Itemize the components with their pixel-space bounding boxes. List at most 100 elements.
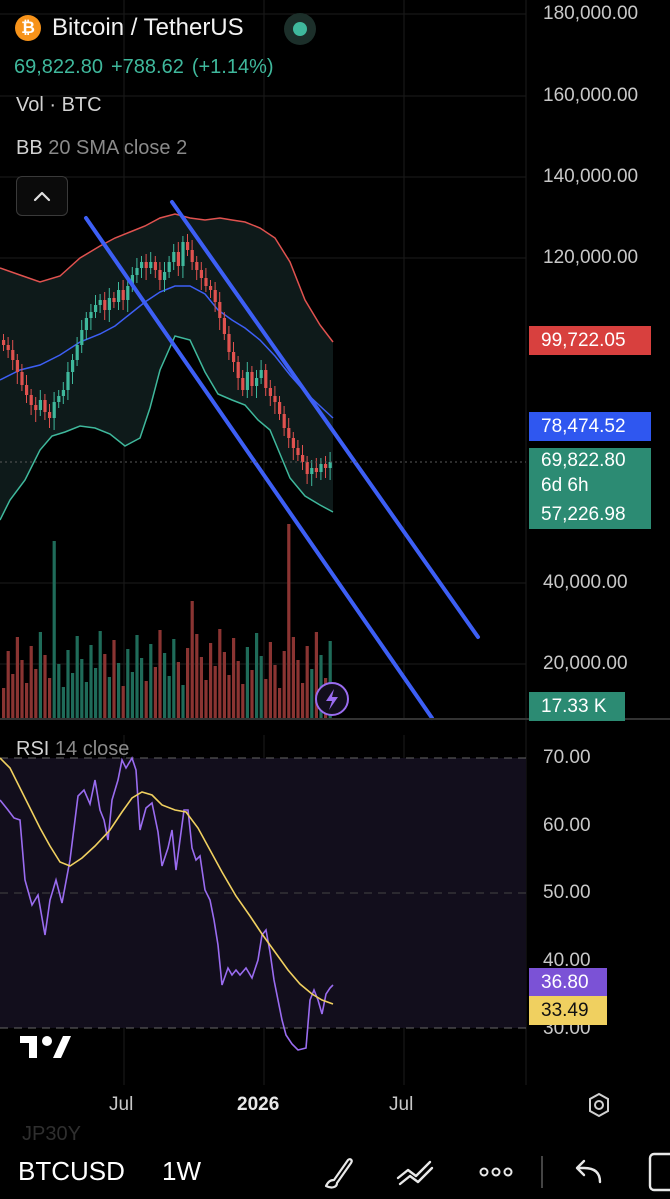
candle (222, 318, 226, 334)
status-dot-icon (293, 22, 307, 36)
volume-bar (314, 632, 318, 718)
volume-bar (135, 635, 139, 718)
candle (255, 378, 259, 386)
rsi-axis-tick: 40.00 (543, 950, 591, 971)
candle (163, 272, 167, 280)
volume-bar (176, 662, 180, 718)
price-axis-tick: 120,000.00 (543, 247, 639, 268)
candle (140, 262, 144, 268)
volume-bar (222, 652, 226, 718)
volume-bar (98, 631, 102, 718)
rsi-indicator-label[interactable]: RSI 14 close (16, 738, 129, 761)
volume-bar (144, 681, 148, 718)
volume-bar (2, 688, 6, 718)
volume-bar (255, 633, 259, 718)
candle (98, 300, 102, 305)
rsi-name: RSI (16, 738, 50, 760)
candle (84, 318, 88, 330)
undo-button[interactable] (570, 1152, 610, 1197)
candle (29, 395, 33, 405)
rsi-line (0, 756, 334, 1051)
volume-bar (38, 632, 42, 718)
candle (241, 378, 245, 390)
last-price-tag-value: 69,822.80 (541, 450, 626, 471)
trendline-upper[interactable] (170, 200, 480, 639)
candle (209, 286, 213, 290)
market-open-indicator (284, 13, 316, 45)
candle (34, 405, 38, 410)
rsi-axis-tick: 70.00 (543, 747, 591, 768)
redo-button[interactable] (640, 1150, 670, 1194)
volume-bar (75, 636, 79, 718)
price-axis-tick: 40,000.00 (543, 572, 628, 593)
candle (144, 262, 148, 268)
chart-canvas[interactable] (0, 0, 670, 1140)
candle (236, 362, 240, 378)
rsi-band-fill (0, 758, 526, 1028)
price-change-pct: (+1.14%) (191, 56, 274, 78)
candle (112, 298, 116, 302)
volume-bar (52, 541, 56, 718)
candle (176, 252, 180, 266)
trendline-lower[interactable] (84, 216, 434, 720)
trend-line-icon (396, 1160, 434, 1186)
volume-bar (236, 661, 240, 718)
bb-params: 20 SMA close 2 (48, 137, 188, 159)
volume-bar (273, 665, 277, 718)
rsi-ma-value-tag: 33.49 (529, 996, 607, 1025)
volume-bar (94, 668, 98, 718)
volume-bar (43, 655, 47, 718)
candle (204, 278, 208, 286)
chart-settings-button[interactable] (585, 1091, 613, 1124)
alert-lightning-button[interactable] (315, 682, 349, 716)
volume-bar (117, 663, 121, 718)
candle (130, 275, 134, 286)
volume-bar (245, 647, 249, 718)
collapse-legend-button[interactable] (16, 176, 68, 216)
candle (319, 464, 323, 472)
candle (195, 262, 199, 270)
timeframe-button[interactable]: 1W (162, 1156, 201, 1186)
candle (199, 270, 203, 278)
volume-bar (84, 682, 88, 718)
bb-lower-line (0, 335, 334, 521)
bb-indicator-label[interactable]: BB 20 SMA close 2 (16, 137, 187, 160)
drawing-tools-button[interactable] (318, 1152, 358, 1197)
candle (149, 262, 153, 268)
volume-bar (167, 676, 171, 718)
candle (158, 270, 162, 280)
candle (264, 370, 268, 388)
candle (305, 462, 309, 474)
candle (80, 330, 84, 345)
volume-bar (163, 653, 167, 718)
candle (52, 402, 56, 418)
volume-bar (199, 657, 203, 718)
toolbar-divider (541, 1156, 543, 1188)
indicators-button[interactable] (394, 1152, 438, 1197)
candle (57, 396, 61, 402)
bottom-toolbar (0, 1140, 670, 1199)
candle (11, 350, 15, 360)
volume-bar (172, 639, 176, 718)
price-axis-tick: 140,000.00 (543, 166, 639, 187)
bitcoin-logo-icon: ₿ (15, 15, 41, 41)
volume-bar (57, 664, 61, 718)
volume-bar (232, 638, 236, 718)
candle (48, 412, 52, 418)
volume-bar (149, 644, 153, 718)
more-options-button[interactable] (474, 1152, 518, 1197)
bar-countdown: 6d 6h (541, 475, 589, 496)
tradingview-logo-icon (20, 1036, 71, 1058)
volume-indicator-label[interactable]: Vol · BTC (16, 94, 102, 116)
symbol-search-button[interactable]: BTCUSD (18, 1156, 125, 1186)
volume-bar (250, 670, 254, 718)
price-summary: 69,822.80 +788.62 (+1.14%) (14, 56, 282, 79)
volume-bar (259, 656, 263, 718)
volume-bar (305, 646, 309, 718)
price-axis-tick: 20,000.00 (543, 653, 628, 674)
price-axis-tick: 180,000.00 (543, 3, 639, 24)
volume-bar (126, 649, 130, 718)
symbol-title[interactable]: Bitcoin / TetherUS (52, 14, 244, 41)
last-price-tag: 69,822.80 6d 6h (529, 448, 651, 500)
candle (89, 312, 93, 318)
